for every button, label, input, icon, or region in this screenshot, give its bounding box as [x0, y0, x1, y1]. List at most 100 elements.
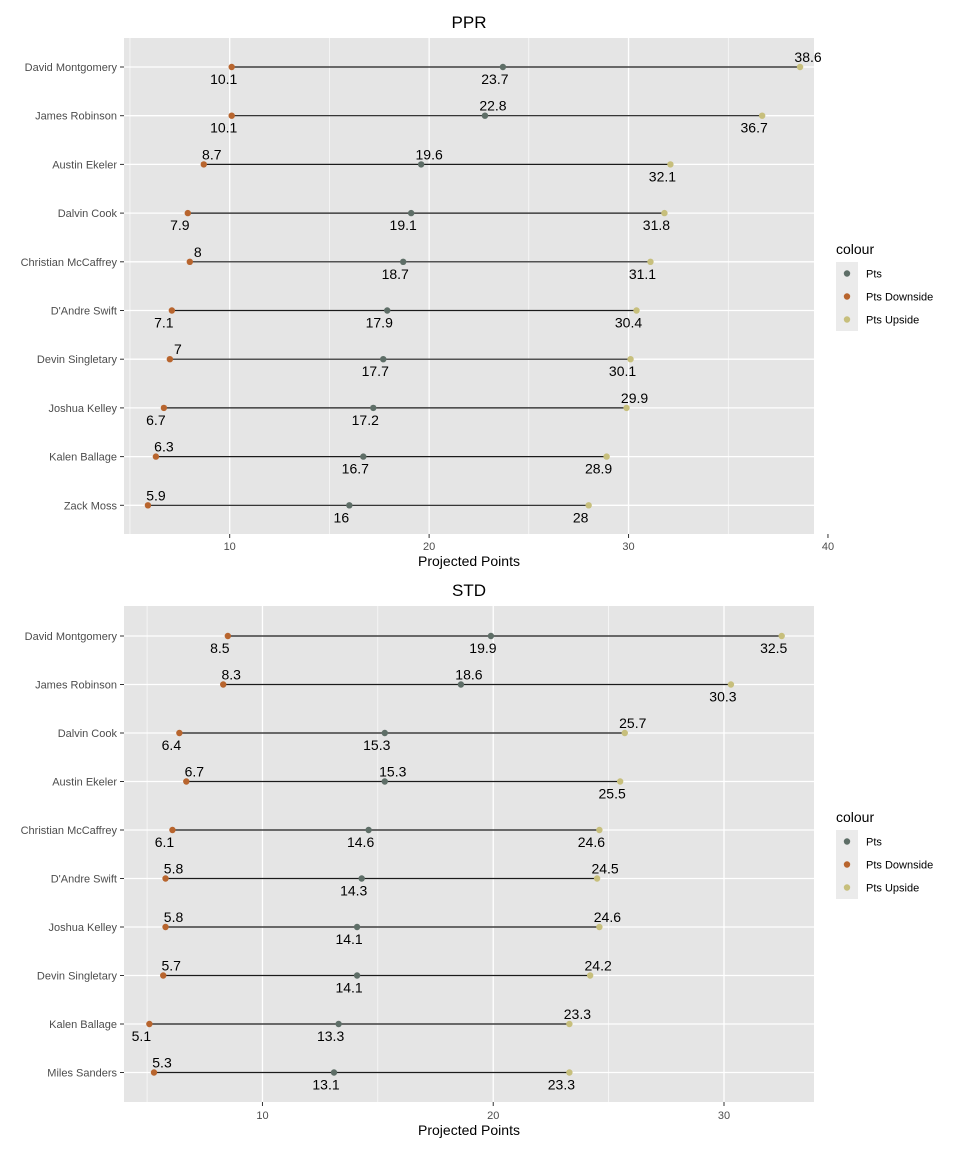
data-label: 13.1: [312, 1077, 339, 1093]
y-tick-label: Austin Ekeler: [52, 777, 117, 789]
data-label: 17.9: [366, 315, 393, 331]
point-pts-upside: [633, 307, 640, 314]
data-label: 29.9: [621, 390, 648, 406]
legend-label: Pts Upside: [866, 883, 919, 895]
data-label: 14.6: [347, 834, 374, 850]
point-pts-upside: [621, 729, 628, 737]
data-label: 5.8: [164, 909, 184, 925]
y-tick-label: Joshua Kelley: [49, 403, 118, 415]
point-pts: [358, 875, 365, 882]
point-pts-downside: [200, 161, 207, 168]
y-tick-label: David Montgomery: [25, 62, 118, 74]
y-tick-label: Austin Ekeler: [52, 159, 117, 171]
point-pts: [330, 1069, 338, 1076]
x-tick-label: 10: [224, 541, 236, 553]
data-label: 16.7: [342, 461, 369, 477]
point-pts: [457, 681, 465, 688]
point-pts: [335, 1020, 342, 1028]
point-pts-upside: [566, 1020, 573, 1028]
data-label: 14.3: [340, 883, 367, 899]
point-pts-downside: [228, 112, 235, 119]
data-label: 5.3: [152, 1055, 172, 1071]
point-pts: [381, 778, 388, 785]
point-pts: [399, 258, 407, 265]
data-label: 24.6: [594, 909, 621, 925]
point-pts-downside: [162, 875, 169, 882]
point-pts: [370, 404, 377, 412]
point-pts: [499, 63, 507, 71]
point-pts-downside: [224, 632, 232, 640]
data-label: 19.6: [416, 146, 443, 162]
data-label: 7.1: [154, 315, 174, 331]
data-label: 8: [194, 244, 202, 260]
data-label: 13.3: [317, 1028, 344, 1044]
point-pts-downside: [144, 502, 152, 509]
data-label: 6.4: [162, 737, 182, 753]
data-label: 23.7: [481, 71, 508, 87]
data-label: 5.1: [132, 1028, 152, 1044]
data-label: 22.8: [479, 98, 506, 114]
point-pts-downside: [152, 453, 160, 460]
legend-label: Pts Downside: [866, 292, 933, 304]
data-label: 6.7: [185, 764, 205, 780]
data-label: 25.5: [599, 786, 626, 802]
data-label: 7: [174, 341, 182, 357]
point-pts-upside: [586, 972, 594, 979]
data-label: 8.7: [202, 146, 222, 162]
legend-label: Pts: [866, 269, 882, 281]
data-label: 18.7: [382, 266, 409, 282]
data-label: 10.1: [210, 120, 237, 136]
point-pts: [353, 972, 361, 979]
point-pts: [360, 453, 367, 460]
plot-panel: [124, 38, 814, 534]
x-tick-label: 20: [487, 1110, 499, 1122]
data-label: 15.3: [363, 737, 390, 753]
y-tick-label: Christian McCaffrey: [21, 257, 118, 269]
data-label: 6.7: [146, 412, 166, 428]
data-label: 38.6: [794, 49, 821, 65]
data-label: 15.3: [379, 764, 406, 780]
data-label: 6.1: [155, 834, 175, 850]
y-tick-label: Devin Singletary: [37, 354, 118, 366]
point-pts: [384, 307, 391, 314]
point-pts-upside: [616, 778, 624, 785]
point-pts-downside: [162, 923, 169, 931]
data-label: 16: [334, 509, 350, 525]
data-label: 23.3: [548, 1077, 575, 1093]
point-pts: [417, 161, 425, 168]
x-axis-label: Projected Points: [418, 553, 520, 569]
data-label: 17.2: [352, 412, 379, 428]
point-pts-downside: [220, 681, 227, 688]
data-label: 31.8: [643, 217, 670, 233]
point-pts-downside: [166, 356, 174, 363]
data-label: 5.9: [146, 487, 166, 503]
data-label: 30.4: [615, 315, 642, 331]
chart-title: PPR: [452, 13, 487, 32]
y-tick-label: Dalvin Cook: [58, 728, 118, 740]
point-pts: [487, 632, 495, 640]
data-label: 7.9: [170, 217, 190, 233]
y-tick-label: James Robinson: [35, 680, 117, 692]
point-pts-downside: [160, 404, 168, 412]
data-label: 30.3: [709, 689, 736, 705]
legend-label: Pts: [866, 837, 882, 849]
data-label: 8.5: [210, 640, 230, 656]
data-label: 19.9: [469, 640, 496, 656]
data-label: 17.7: [362, 363, 389, 379]
data-label: 5.8: [164, 861, 184, 877]
chart-title: STD: [452, 581, 486, 600]
x-tick-label: 10: [256, 1110, 268, 1122]
y-tick-label: Zack Moss: [64, 500, 118, 512]
data-label: 14.1: [335, 931, 362, 947]
y-tick-label: Kalen Ballage: [49, 452, 117, 464]
y-tick-label: Dalvin Cook: [58, 208, 118, 220]
y-tick-label: Christian McCaffrey: [21, 825, 118, 837]
point-pts: [380, 356, 387, 363]
point-pts-downside: [168, 307, 176, 314]
point-pts-downside: [228, 63, 235, 71]
point-pts: [407, 209, 415, 217]
x-axis-label: Projected Points: [418, 1122, 520, 1138]
point-pts-upside: [778, 632, 785, 640]
data-label: 5.7: [161, 958, 181, 974]
